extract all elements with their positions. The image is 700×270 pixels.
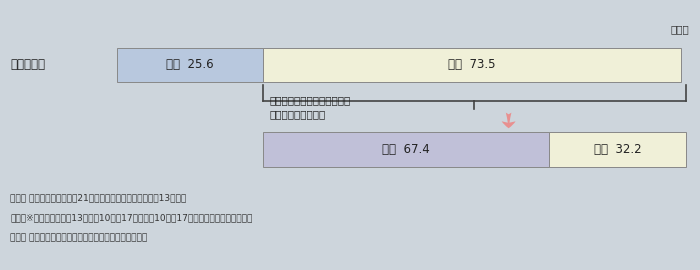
Text: ※調査対象：平成13年１月10日〜17日、７月10日〜17日の間に出生した子の母親: ※調査対象：平成13年１月10日〜17日、７月10日〜17日の間に出生した子の母… <box>10 213 253 222</box>
Text: 出産１年前に有職だった者の
出産６か月後の状況: 出産１年前に有職だった者の 出産６か月後の状況 <box>270 95 351 120</box>
Text: （％）: （％） <box>671 25 690 35</box>
Text: 有職  32.2: 有職 32.2 <box>594 143 641 156</box>
Bar <box>262 132 550 167</box>
Bar <box>117 48 262 82</box>
Text: 資料： 厚生労働省「第１回21世紀出生児縦断調査」（平成13年度）: 資料： 厚生労働省「第１回21世紀出生児縦断調査」（平成13年度） <box>10 193 187 202</box>
Bar <box>262 48 681 82</box>
Text: 無職  25.6: 無職 25.6 <box>166 58 214 71</box>
Text: 無職  67.4: 無職 67.4 <box>382 143 430 156</box>
Text: 有職  73.5: 有職 73.5 <box>448 58 496 71</box>
Bar <box>550 132 686 167</box>
Text: 注： きょうだい数１人（本人のみ）の母について集計: 注： きょうだい数１人（本人のみ）の母について集計 <box>10 233 148 242</box>
Text: 出産１年前: 出産１年前 <box>10 58 46 71</box>
